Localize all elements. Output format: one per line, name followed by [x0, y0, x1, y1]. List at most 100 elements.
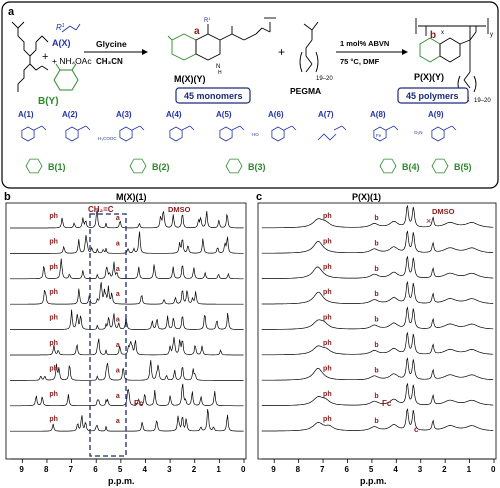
- condition-temp: 75 °C, DMF: [340, 57, 380, 66]
- dmso-x-mark: ×: [426, 216, 431, 226]
- aldehyde-ring: [373, 125, 399, 142]
- panel-c-xaxis: 9 8 7 6 5 4 3 2 1 0: [262, 458, 496, 474]
- b-label: b: [374, 418, 378, 425]
- sub-x: x: [441, 30, 444, 36]
- b-label: b: [374, 240, 378, 247]
- monomer-count-text: 45 monomers: [184, 91, 243, 101]
- nmr-trace: [10, 258, 244, 280]
- ph-label: ph: [49, 213, 58, 220]
- aldehyde-label: A(3): [116, 110, 132, 119]
- ph-label: ph: [323, 289, 332, 296]
- nmr-trace: [10, 231, 244, 254]
- ph-label: ph: [49, 264, 58, 271]
- polymer-structure: [415, 18, 489, 93]
- ph-label: ph: [323, 238, 332, 245]
- b-label: b: [374, 215, 378, 222]
- diketone-ring: [25, 158, 43, 174]
- diketone-library: B(1) B(2) B(3) B(4) B(5): [25, 158, 472, 174]
- aldehyde-label: A(6): [268, 110, 284, 119]
- tick-label: 6: [344, 465, 349, 474]
- ph-label: ph: [323, 365, 332, 372]
- diketone-ring: [379, 158, 397, 174]
- nmr-trace: [261, 204, 494, 229]
- tick-label: 5: [118, 465, 123, 474]
- tick-label: 9: [19, 465, 24, 474]
- tick-label: 7: [320, 465, 325, 474]
- aldehyde-library: A(1) A(2) A(3) A(4) A(5) A(6) A(7) A(8) A(9) H₃CO…: [18, 110, 457, 142]
- b-label: b: [374, 367, 378, 374]
- diketone-label: B(5): [454, 162, 472, 172]
- panel-c: c P(X)(1) ph b ph b ph b ph b ph b ph b ph b ph b ph b DM…: [256, 191, 497, 486]
- polymer-count-text: 45 polymers: [406, 91, 459, 101]
- panel-a: a R1 A(X) + + NH₄OAc B(Y) Glyci: [1, 1, 499, 189]
- dmso-label-c: DMSO: [432, 207, 455, 216]
- aldehyde-ring: [119, 125, 145, 142]
- nmr-trace: [261, 230, 494, 254]
- h-label: H: [218, 70, 222, 76]
- a-label: a: [116, 418, 120, 425]
- nmr-trace: [261, 306, 494, 330]
- panel-c-spectra: ph b ph b ph b ph b ph b ph b ph b ph b ph b: [261, 204, 494, 432]
- tick-label: 8: [296, 465, 301, 474]
- ph-label: ph: [323, 213, 332, 220]
- nmr-trace: [10, 409, 244, 432]
- tick-label: 0: [241, 465, 246, 474]
- nmr-trace: [261, 281, 494, 305]
- ph-label: ph: [323, 340, 332, 347]
- atom-b: b: [430, 30, 436, 41]
- aldehyde-ax: R1 A(X): [52, 23, 81, 48]
- fc-label-c: Fc: [382, 399, 392, 408]
- peg-subscript: 19–20: [316, 76, 333, 82]
- nmr-trace: [10, 336, 244, 356]
- nmr-trace: [261, 408, 494, 432]
- peg-subscript-2: 19–20: [474, 98, 491, 104]
- solvent-label: CH₃CN: [96, 57, 123, 66]
- a-label: a: [116, 393, 120, 400]
- panel-b-letter: b: [4, 191, 11, 203]
- c-label: c: [414, 425, 419, 434]
- nmr-trace: [10, 309, 244, 330]
- polymer-count-box: [397, 87, 469, 104]
- substituent-label: O₂N: [414, 130, 423, 135]
- monomer-r1: R1: [204, 16, 211, 24]
- nh4oac-label: + NH₄OAc: [52, 56, 92, 66]
- nmr-trace: [261, 382, 494, 407]
- b-label: b: [374, 266, 378, 273]
- aldehyde-label: A(7): [318, 110, 334, 119]
- aldehyde-label: A(1): [18, 110, 34, 119]
- ph-label: ph: [49, 315, 58, 322]
- a-label: a: [116, 342, 120, 349]
- panel-a-letter: a: [8, 6, 15, 18]
- diketone-ring: [431, 158, 449, 174]
- plus-sign-1: +: [42, 51, 48, 63]
- ax-label: A(X): [52, 38, 71, 48]
- a-label: a: [116, 317, 120, 324]
- ph-label: ph: [49, 238, 58, 245]
- by-label: B(Y): [38, 96, 59, 107]
- panel-c-title: P(X)(1): [352, 192, 381, 202]
- pegma-structure: [299, 21, 319, 73]
- panel-c-letter: c: [256, 191, 262, 203]
- tick-label: 7: [69, 465, 74, 474]
- a-label: a: [116, 240, 120, 247]
- panel-b-xlabel: p.p.m.: [108, 476, 135, 486]
- ph-label: ph: [323, 391, 332, 398]
- ph-label: ph: [49, 340, 58, 347]
- tick-label: 2: [192, 465, 197, 474]
- aldehyde-label: A(8): [370, 110, 386, 119]
- monomer-structure: [167, 17, 276, 61]
- tick-label: 4: [142, 465, 147, 474]
- ph-label: ph: [49, 365, 58, 372]
- nmr-trace: [261, 357, 494, 381]
- monomer-label: M(X)(Y): [174, 74, 206, 84]
- aldehyde-label: A(5): [216, 110, 232, 119]
- panel-b-spectra: ph a ph a ph a ph a ph a ph a ph a ph a ph a: [10, 210, 244, 432]
- a-label: a: [116, 367, 120, 374]
- polymer-label: P(X)(Y): [414, 72, 444, 82]
- substituent-label: HO: [252, 132, 259, 137]
- b-label: b: [374, 291, 378, 298]
- ch2c-label: CH₂=C: [88, 205, 114, 214]
- nmr-trace: [261, 331, 494, 356]
- ph-label: ph: [49, 416, 58, 423]
- nmr-trace: [261, 255, 494, 279]
